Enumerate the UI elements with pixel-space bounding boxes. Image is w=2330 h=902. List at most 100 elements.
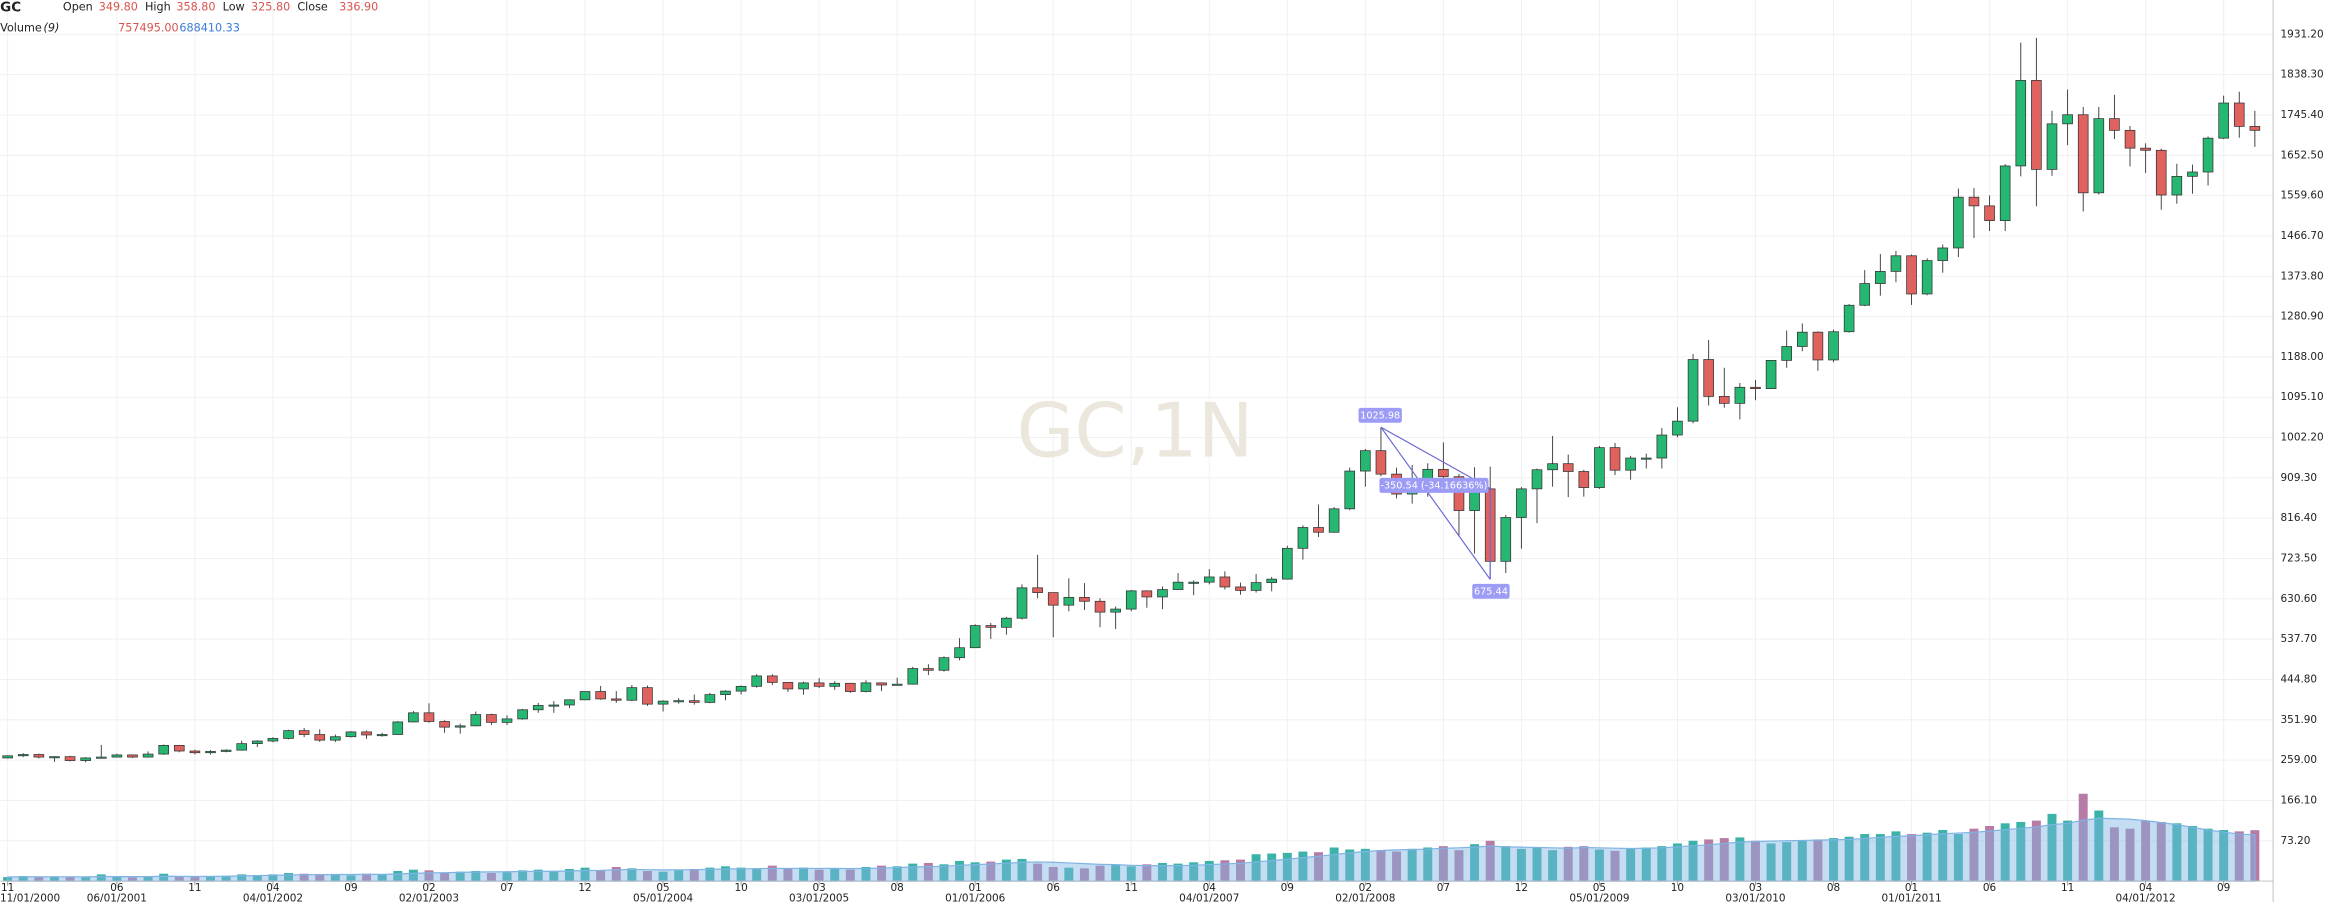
candle-body [2218,102,2229,139]
volume-bar [845,869,855,882]
candle-body [1047,592,1059,606]
volume-bar [1189,862,1199,882]
volume-bar [1282,852,1292,882]
candle-body [1984,205,1995,221]
candle-body [829,682,841,687]
legend-value: 336.90 [339,0,378,13]
candle-body [1687,359,1699,422]
x-tick-label: 06 [110,882,123,894]
volume-bar [81,876,91,882]
volume-bar [923,862,933,882]
volume-bar [642,871,652,882]
volume-bar [2094,810,2104,882]
x-tick-label: 06 [1983,882,1996,894]
x-tick-label: 03 [1749,882,1762,894]
y-tick-label: 1838.30 [2281,69,2324,81]
volume-bar [1485,840,1495,882]
candle-body [127,754,138,758]
candle-body [1266,578,1278,583]
volume-bar [1438,846,1448,882]
x-tick-label: 06 [1047,882,1060,894]
volume-bar [1033,863,1043,882]
candle-body [1125,590,1137,610]
volume-bar [1345,849,1355,882]
candle-body [1531,469,1543,490]
volume-bar [1891,831,1901,882]
y-tick-label: 1002.20 [2281,432,2324,444]
volume-bar [611,866,621,882]
candle-body [813,682,825,687]
volume-bar [1501,846,1511,882]
x-tick-label: 02 [1359,882,1372,894]
candle-body [2,755,13,759]
low-label-box [1472,583,1510,599]
volume-bar [1548,850,1558,882]
legend-value: 349.80 [99,0,138,13]
volume-bar [2203,828,2213,882]
volume-bar [1173,863,1183,882]
y-tick-label: 630.60 [2281,593,2318,605]
candle-body [2109,118,2120,131]
x-tick-label: 11 [188,882,201,894]
volume-bar [2031,820,2041,882]
candle-body [1562,463,1574,472]
candle-body [1344,470,1356,510]
watermark: GC,1N [1017,388,1254,475]
candle-body [704,694,716,703]
volume-bar [393,871,403,882]
candle-body [1953,196,1964,249]
volume-bar [377,874,387,882]
candle-body [2093,118,2105,194]
volume-bar [408,869,418,882]
volume-bar [955,860,965,882]
volume-period: (9) [43,21,59,34]
volume-bar [2063,820,2073,882]
candle-body [1640,457,1652,460]
measure-annotation: 1025.98 -350.54 (-34.16636%) 675.44 [1358,407,1510,599]
volume-bar [1454,850,1464,882]
candle-body [189,750,201,754]
candle-body [595,691,606,700]
volume-bar [1048,866,1058,882]
volume-bar [2234,831,2244,882]
volume-bar [1813,839,1823,882]
candle-body [1594,447,1605,488]
x-tick-label: 05 [1593,882,1606,894]
x-date-label: 04/01/2007 [1179,892,1239,902]
x-tick-label: 11 [2061,882,2074,894]
x-date-label: 04/01/2002 [243,892,303,902]
candle-body [2046,123,2058,170]
x-date-label: 01/01/2006 [945,892,1005,902]
volume-pane [3,793,2260,882]
candle-body [626,687,638,701]
candle-body [1812,331,1824,361]
x-tick-label: 03 [812,882,825,894]
volume-ma-last: 688410.33 [179,21,239,34]
candle-body [564,699,575,706]
x-date-label: 04/01/2012 [2116,892,2176,902]
volume-bar [1985,825,1995,882]
volume-bar [1735,837,1745,882]
volume-bar [1797,840,1807,882]
volume-bar [1766,843,1776,882]
volume-bar [736,867,746,882]
candle-body [1016,587,1028,619]
candle-body [1297,527,1309,549]
candle-body [860,682,872,692]
volume-bar [1579,846,1589,882]
volume-bar [564,868,574,882]
x-date-label: 11/01/2000 [0,892,60,902]
x-tick-label: 09 [2217,882,2230,894]
volume-bar [2156,821,2166,882]
candle-body [2031,80,2042,170]
x-tick-label: 12 [1515,882,1528,894]
volume-bar [159,873,169,882]
volume-bar [112,877,122,882]
volume-bar [1329,847,1339,882]
candle-body [579,691,591,701]
volume-bar [596,870,606,882]
candle-body [486,714,497,723]
volume-bar [1610,850,1620,882]
candle-body [1625,457,1636,471]
x-tick-label: 07 [1437,882,1450,894]
